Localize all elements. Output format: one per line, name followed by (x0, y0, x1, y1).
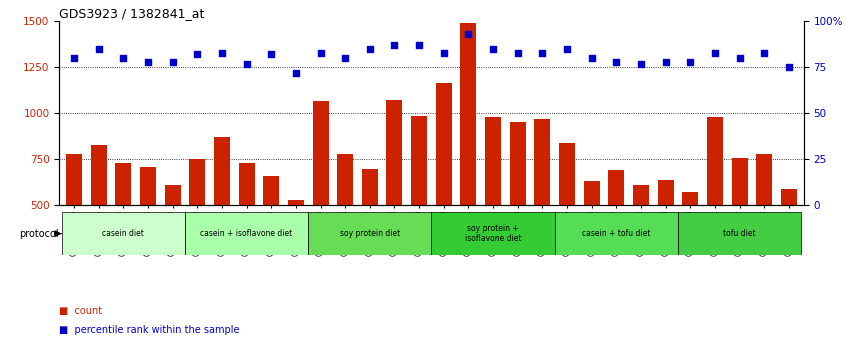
Bar (214, 137, 230, 205)
Bar (66, 154, 82, 205)
Bar (62, 212, 185, 255)
Point (338, 55, 352, 61)
Bar (288, 200, 304, 205)
Bar (436, 83, 452, 205)
Point (733, 55, 746, 61)
Bar (535, 119, 551, 205)
Text: soy protein +
isoflavone diet: soy protein + isoflavone diet (464, 224, 521, 243)
Bar (555, 212, 678, 255)
Point (486, 46, 500, 52)
Point (387, 42, 401, 48)
Bar (140, 167, 156, 205)
Bar (338, 154, 353, 205)
Point (585, 55, 598, 61)
Text: casein + tofu diet: casein + tofu diet (582, 229, 651, 238)
Bar (510, 122, 525, 205)
Text: soy protein diet: soy protein diet (340, 229, 400, 238)
Point (265, 52, 278, 57)
Bar (91, 144, 107, 205)
Bar (682, 193, 698, 205)
Point (437, 50, 451, 55)
Point (92, 46, 106, 52)
Point (511, 50, 525, 55)
Bar (584, 181, 600, 205)
Point (684, 59, 697, 64)
Text: tofu diet: tofu diet (723, 229, 756, 238)
Point (462, 31, 475, 37)
Point (166, 59, 179, 64)
Point (412, 42, 426, 48)
Point (708, 50, 722, 55)
Point (67, 55, 80, 61)
Bar (559, 143, 575, 205)
Bar (485, 117, 501, 205)
Text: GDS3923 / 1382841_at: GDS3923 / 1382841_at (59, 7, 205, 20)
Bar (387, 101, 403, 205)
Text: protocol: protocol (19, 229, 58, 239)
Point (757, 50, 771, 55)
Point (141, 59, 155, 64)
Point (239, 61, 253, 67)
Point (314, 50, 327, 55)
Bar (657, 181, 673, 205)
Bar (185, 212, 308, 255)
Bar (460, 23, 476, 205)
Point (659, 59, 673, 64)
Text: casein + isoflavone diet: casein + isoflavone diet (201, 229, 293, 238)
Bar (707, 117, 723, 205)
Bar (190, 159, 206, 205)
Bar (239, 163, 255, 205)
Bar (608, 170, 624, 205)
Bar (312, 101, 328, 205)
Text: ■  percentile rank within the sample: ■ percentile rank within the sample (59, 325, 239, 335)
Bar (263, 176, 279, 205)
Bar (115, 163, 131, 205)
Point (783, 64, 796, 70)
Point (610, 59, 624, 64)
Bar (678, 212, 801, 255)
Point (215, 50, 228, 55)
Bar (732, 158, 748, 205)
Point (190, 52, 204, 57)
Point (363, 46, 376, 52)
Bar (308, 212, 431, 255)
Bar (756, 154, 772, 205)
Bar (411, 116, 427, 205)
Bar (362, 169, 378, 205)
Point (117, 55, 130, 61)
Bar (633, 185, 649, 205)
Text: casein diet: casein diet (102, 229, 145, 238)
Bar (165, 185, 181, 205)
Bar (781, 189, 797, 205)
Point (560, 46, 574, 52)
Point (536, 50, 549, 55)
Point (289, 70, 303, 76)
Bar (431, 212, 555, 255)
Text: ■  count: ■ count (59, 306, 102, 316)
Point (634, 61, 648, 67)
